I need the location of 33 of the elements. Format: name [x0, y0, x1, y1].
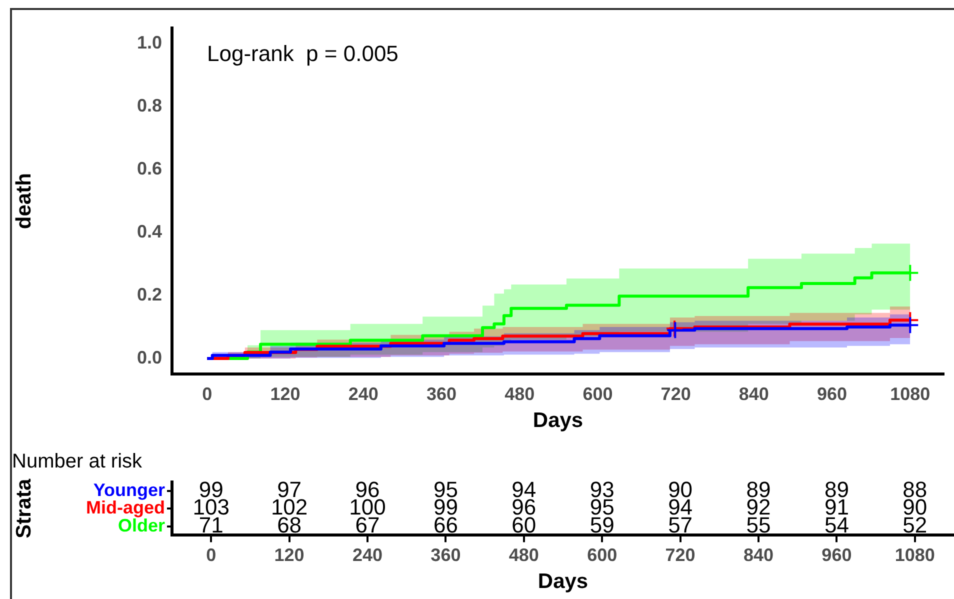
x-tick-label: 120	[270, 384, 300, 404]
y-tick-label: 1.0	[136, 32, 162, 53]
x-tick-label: 480	[508, 544, 539, 565]
x-tick-label: 240	[348, 384, 378, 404]
y-tick-label: Younger	[93, 480, 165, 500]
x-tick-label: 240	[352, 544, 383, 565]
chart-title: Number at risk	[12, 450, 144, 473]
x-tick-label: 1080	[890, 384, 930, 404]
x-axis-title: Days	[532, 409, 584, 432]
x-tick-label: 720	[665, 544, 696, 565]
x-tick-label: 480	[504, 384, 535, 404]
y-axis-title: Strata	[12, 478, 36, 538]
annotation: Log-rank p = 0.005	[207, 41, 398, 66]
x-tick-label: 600	[582, 384, 613, 404]
y-tick-label: 0.8	[136, 96, 162, 116]
x-tick-label: 840	[743, 544, 774, 565]
x-tick-label: 720	[660, 384, 691, 404]
x-tick-label: 1080	[894, 544, 935, 565]
x-tick-label: 840	[738, 384, 769, 404]
x-axis-title: Days	[538, 570, 588, 594]
y-tick-label: 0.6	[136, 158, 162, 179]
y-tick-label: 0.0	[136, 347, 162, 368]
x-tick-label: 0	[206, 544, 216, 565]
x-tick-label: 960	[817, 384, 848, 404]
x-tick-label: 360	[426, 384, 457, 404]
y-tick-label: 0.2	[136, 284, 162, 304]
y-axis-title: death	[12, 173, 36, 230]
x-tick-label: 600	[587, 544, 618, 565]
x-tick-label: 360	[430, 544, 461, 565]
x-tick-label: 0	[202, 384, 212, 404]
y-tick-label: 0.4	[136, 222, 162, 242]
x-tick-label: 120	[274, 544, 304, 565]
x-tick-label: 960	[822, 544, 852, 565]
